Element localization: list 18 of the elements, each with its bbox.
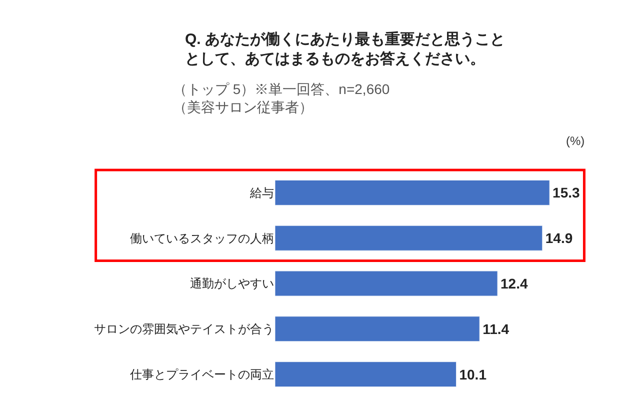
data-label: 12.4 [500, 276, 528, 292]
y-tick-label: 仕事とプライベートの両立 [129, 368, 274, 382]
bar [275, 316, 480, 342]
bar [275, 362, 456, 388]
data-label: 15.3 [552, 184, 580, 201]
bar [275, 225, 543, 251]
data-label: 11.4 [482, 320, 510, 337]
chart-title: Q. あなたが働くにあたり最も重要だと思うこととして、あてはまるものをお答えください。 [185, 31, 506, 68]
y-tick-label: 給与 [249, 186, 274, 200]
chart-subtitle: （トップ 5）※単一回答、n=2,660 （美容サロン従事者） [173, 81, 390, 116]
bar [275, 270, 498, 296]
y-tick-label: サロンの雰囲気やテイストが合う [94, 322, 274, 336]
data-label: 10.1 [459, 366, 487, 382]
y-tick-label: 通勤がしやすい [190, 276, 274, 291]
data-label: 14.9 [545, 230, 573, 246]
bar [275, 180, 550, 206]
y-tick-label: 働いているスタッフの人柄 [130, 231, 274, 246]
text: (%) [566, 134, 585, 148]
